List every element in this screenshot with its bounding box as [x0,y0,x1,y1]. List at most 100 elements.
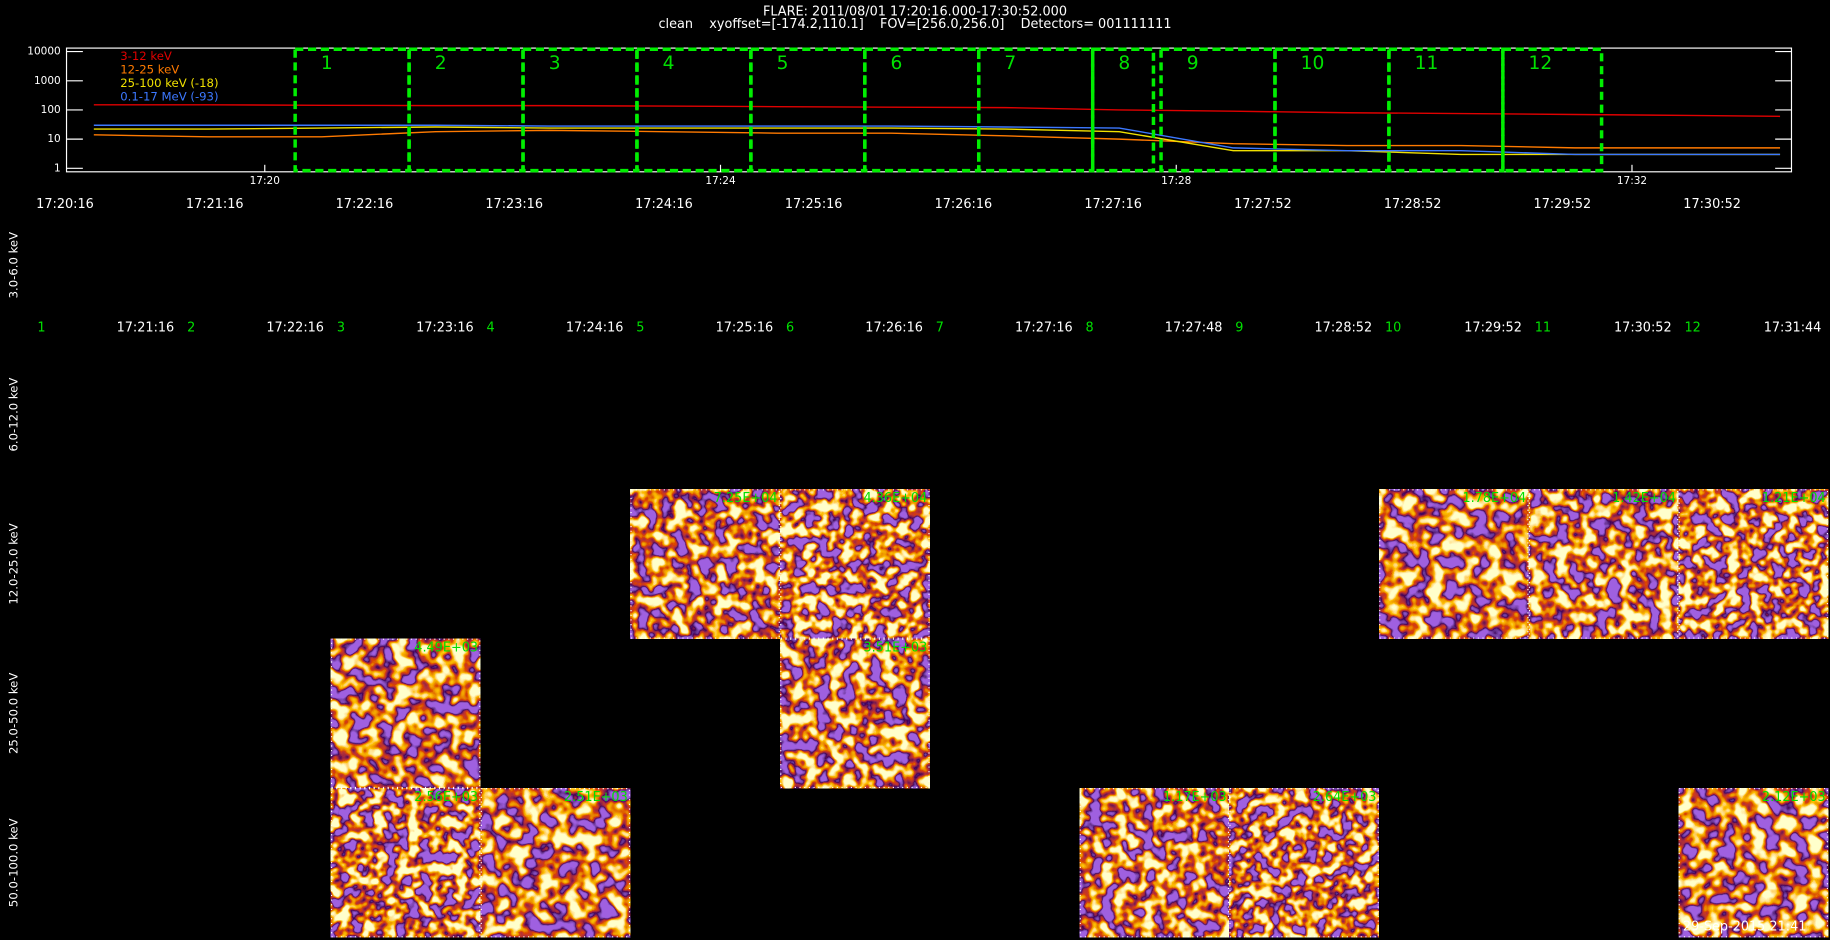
image-map [1678,489,1829,639]
subtitle: clean xyoffset=[-174.2,110.1] FOV=[256.0… [659,17,1172,32]
interval-box [1501,47,1604,173]
x-tick-label: 17:32 [1617,175,1647,187]
image-peak: 1.21E+04 [1762,491,1826,506]
start-time: 17:22:16 [336,197,394,212]
column-number: 6 [786,321,794,336]
interval-label: 11 [1415,53,1439,74]
image-peak: 1.42E+04 [1612,491,1676,506]
image-frame [1229,788,1379,938]
image-map [330,788,481,938]
interval-label: 8 [1118,53,1130,74]
column-number: 1 [37,321,45,336]
image-frame [1678,788,1829,938]
image-peak: 2.12E+03 [1762,790,1826,805]
image-peak: 4.36E+04 [864,491,928,506]
end-time: 17:30:52 [1614,321,1672,336]
image-peak: 2.64E+03 [1313,790,1377,805]
start-time: 17:28:52 [1384,197,1442,212]
energy-label: 6.0-12.0 keV [7,378,21,452]
start-time: 17:27:52 [1234,197,1292,212]
image-frame [630,489,780,639]
interval-label: 2 [435,53,447,74]
start-time: 17:26:16 [935,197,993,212]
image-frame [1379,489,1529,639]
start-time: 17:24:16 [635,197,693,212]
column-number: 4 [487,321,495,336]
interval-label: 10 [1301,53,1325,74]
image-map [630,489,780,639]
start-time: 17:29:52 [1534,197,1592,212]
y-tick-label: 1000 [34,75,61,87]
legend-entry: 25-100 keV (-18) [120,76,218,90]
column-number: 5 [636,321,644,336]
start-time: 17:21:16 [186,197,244,212]
energy-label: 3.0-6.0 keV [7,232,21,298]
end-time: 17:21:16 [117,321,175,336]
image-frame [330,788,481,938]
image-frame [780,638,930,789]
image-frame [480,788,631,938]
end-time: 17:25:16 [716,321,774,336]
series-line [93,126,1781,156]
end-time: 17:27:48 [1165,321,1223,336]
x-tick-label: 17:24 [705,175,736,187]
column-number: 3 [337,321,345,336]
image-map [1079,788,1230,938]
image-frame [780,489,930,639]
interval-box [1273,47,1391,173]
image-map [480,788,631,938]
column-number: 2 [187,321,195,336]
y-tick-label: 10 [47,133,60,145]
interval-box [521,47,639,173]
interval-label: 6 [890,53,902,74]
end-time: 17:27:16 [1015,321,1073,336]
interval-box [635,47,753,173]
interval-label: 3 [549,53,561,74]
image-map [780,638,930,789]
energy-label: 25.0-50.0 keV [7,673,21,754]
end-time: 17:23:16 [416,321,474,336]
start-time: 17:25:16 [785,197,843,212]
image-map [780,489,930,639]
interval-box [407,47,525,173]
interval-label: 1 [321,53,333,74]
title: FLARE: 2011/08/01 17:20:16.000-17:30:52.… [763,4,1067,19]
y-tick-label: 100 [41,104,61,116]
column-number: 9 [1235,321,1243,336]
interval-box [1159,47,1277,173]
image-frame [1528,489,1679,639]
interval-label: 12 [1529,53,1553,74]
end-time: 17:28:52 [1315,321,1373,336]
interval-label: 4 [663,53,675,74]
end-time: 17:22:16 [266,321,324,336]
start-time: 17:23:16 [485,197,543,212]
image-frame [1678,489,1829,639]
start-time: 17:20:16 [36,197,94,212]
image-peak: 2.56E+03 [414,790,478,805]
end-time: 17:26:16 [865,321,923,336]
image-peak: 7.25E+04 [714,491,778,506]
series-line [93,104,1781,118]
interval-label: 7 [1004,53,1016,74]
y-tick-label: 1 [54,162,61,174]
end-time: 17:24:16 [566,321,624,336]
image-map [330,638,481,789]
y-tick-label: 10000 [27,46,60,58]
interval-box [749,47,867,173]
column-number: 12 [1684,321,1700,336]
image-map [1379,489,1529,639]
series-line [93,124,1781,156]
x-tick-label: 17:28 [1161,175,1191,187]
image-peak: 1.78E+04 [1462,491,1526,506]
start-time: 17:27:16 [1084,197,1142,212]
legend-entry: 3-12 keV [120,49,172,63]
image-map [1678,788,1829,938]
interval-box [977,47,1095,173]
legend-entry: 0.1-17 MeV (-93) [120,90,218,104]
end-time: 17:29:52 [1464,321,1522,336]
image-peak: 2.51E+03 [564,790,628,805]
interval-box [1090,47,1156,173]
column-number: 8 [1086,321,1094,336]
